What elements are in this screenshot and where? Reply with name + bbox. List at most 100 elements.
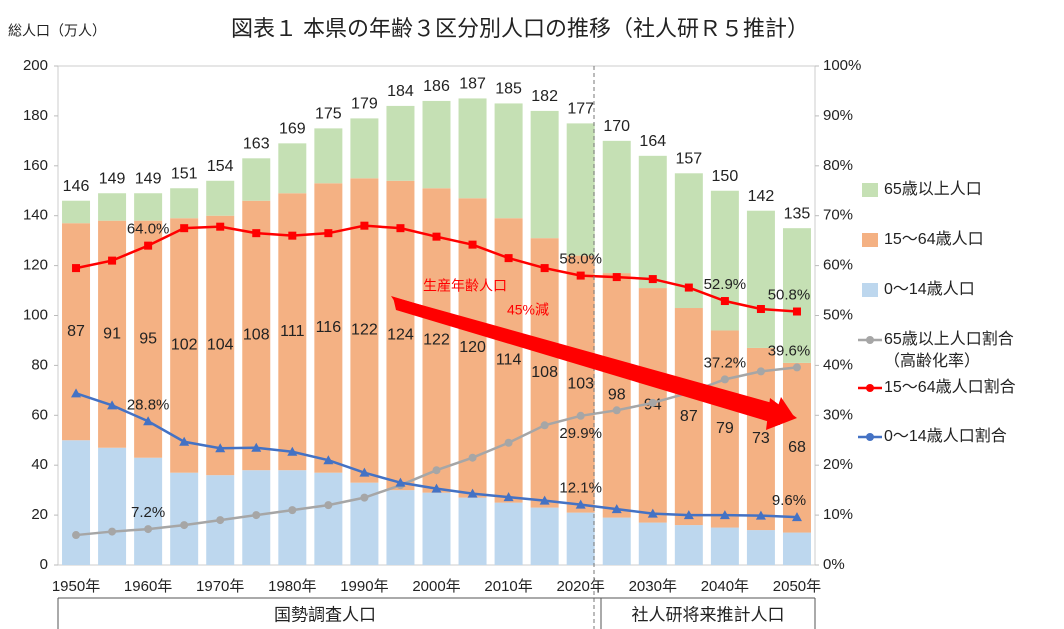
bar-segment <box>242 200 271 471</box>
legend-swatch <box>862 283 878 297</box>
y2-tick-label: 90% <box>823 107 853 124</box>
bar-segment <box>62 223 91 441</box>
bar-segment <box>746 347 775 531</box>
marker <box>539 495 550 505</box>
legend-marker <box>866 433 874 441</box>
x-tick-label: 1990年 <box>340 578 388 595</box>
x-tick-label: 2030年 <box>629 578 677 595</box>
line-value-label: 9.6% <box>772 492 806 509</box>
marker <box>468 240 477 249</box>
marker <box>648 398 657 407</box>
marker <box>108 527 117 536</box>
total-label: 150 <box>712 168 739 185</box>
bar-segment <box>350 118 379 179</box>
bar-segment <box>710 190 739 331</box>
x-tick-label: 2050年 <box>773 578 821 595</box>
bar-segment <box>242 158 271 201</box>
total-label: 169 <box>279 121 306 138</box>
bar-segment <box>386 180 415 491</box>
marker <box>792 363 801 372</box>
y-tick-label: 80 <box>31 356 48 373</box>
bar-segment <box>494 502 523 565</box>
total-label: 151 <box>171 165 198 182</box>
marker <box>72 264 81 273</box>
y-tick-label: 180 <box>23 107 48 124</box>
y-tick-label: 140 <box>23 207 48 224</box>
total-label: 185 <box>495 81 522 98</box>
total-label: 149 <box>135 170 162 187</box>
bar-segment <box>782 362 811 533</box>
bar-value-label: 87 <box>680 408 698 425</box>
bar-segment <box>530 507 559 565</box>
bar-segment <box>746 530 775 565</box>
marker <box>720 375 729 384</box>
y2-tick-label: 100% <box>823 57 861 74</box>
bar-value-label: 124 <box>387 327 414 344</box>
marker <box>432 466 441 475</box>
bar-segment <box>314 128 343 184</box>
y2-tick-label: 20% <box>823 456 853 473</box>
y2-tick-label: 10% <box>823 506 853 523</box>
x-tick-label: 2000年 <box>412 578 460 595</box>
total-label: 182 <box>531 88 558 105</box>
bar-segment <box>458 497 487 565</box>
marker <box>468 453 477 462</box>
bar-segment <box>746 210 775 348</box>
total-label: 164 <box>639 133 666 150</box>
bar-segment <box>782 532 811 565</box>
total-label: 154 <box>207 158 234 175</box>
marker <box>576 271 585 280</box>
marker <box>360 221 369 230</box>
bar-segment <box>602 273 631 518</box>
bar-value-label: 79 <box>716 420 734 437</box>
y2-tick-label: 60% <box>823 257 853 274</box>
marker <box>612 273 621 282</box>
total-label: 175 <box>315 106 342 123</box>
total-label: 186 <box>423 78 450 95</box>
bar-segment <box>386 105 415 181</box>
bar-value-label: 102 <box>171 337 198 354</box>
bar-value-label: 103 <box>567 375 594 392</box>
marker <box>755 510 766 520</box>
marker <box>720 297 729 306</box>
marker <box>540 421 549 430</box>
marker <box>287 446 298 456</box>
legend-label: 0～14歳人口割合 <box>884 427 1007 445</box>
marker <box>143 416 154 426</box>
marker <box>71 388 82 398</box>
bar-segment <box>278 143 307 194</box>
bar-segment <box>170 218 199 473</box>
marker <box>648 275 657 284</box>
annotation: 生産年齢人口 <box>423 278 507 294</box>
bar-segment <box>62 200 91 224</box>
line-value-label: 29.9% <box>559 425 602 442</box>
marker <box>756 305 765 314</box>
annotation: 45%減 <box>507 302 549 318</box>
period-label: 社人研将来推計人口 <box>632 605 785 624</box>
line-value-label: 50.8% <box>768 286 811 303</box>
total-label: 184 <box>387 83 414 100</box>
marker <box>684 283 693 292</box>
marker <box>467 488 478 498</box>
marker <box>179 436 190 446</box>
bar-segment <box>674 308 703 526</box>
y2-tick-label: 70% <box>823 207 853 224</box>
bar-segment <box>710 330 739 528</box>
marker <box>108 256 117 265</box>
y2-tick-label: 40% <box>823 356 853 373</box>
bar-segment <box>170 188 199 219</box>
arrow-body <box>393 297 780 425</box>
marker <box>252 229 261 238</box>
bar-value-label: 122 <box>351 322 378 339</box>
marker <box>251 442 262 452</box>
bar-value-label: 73 <box>752 430 770 447</box>
marker <box>288 231 297 240</box>
legend-label: 65歳以上人口 <box>884 180 982 198</box>
marker <box>719 510 730 520</box>
total-label: 163 <box>243 136 270 153</box>
total-label: 146 <box>63 178 90 195</box>
marker <box>576 411 585 420</box>
y-tick-label: 120 <box>23 257 48 274</box>
bar-value-label: 120 <box>459 339 486 356</box>
legend-label: 15～64歳人口 <box>884 230 984 248</box>
